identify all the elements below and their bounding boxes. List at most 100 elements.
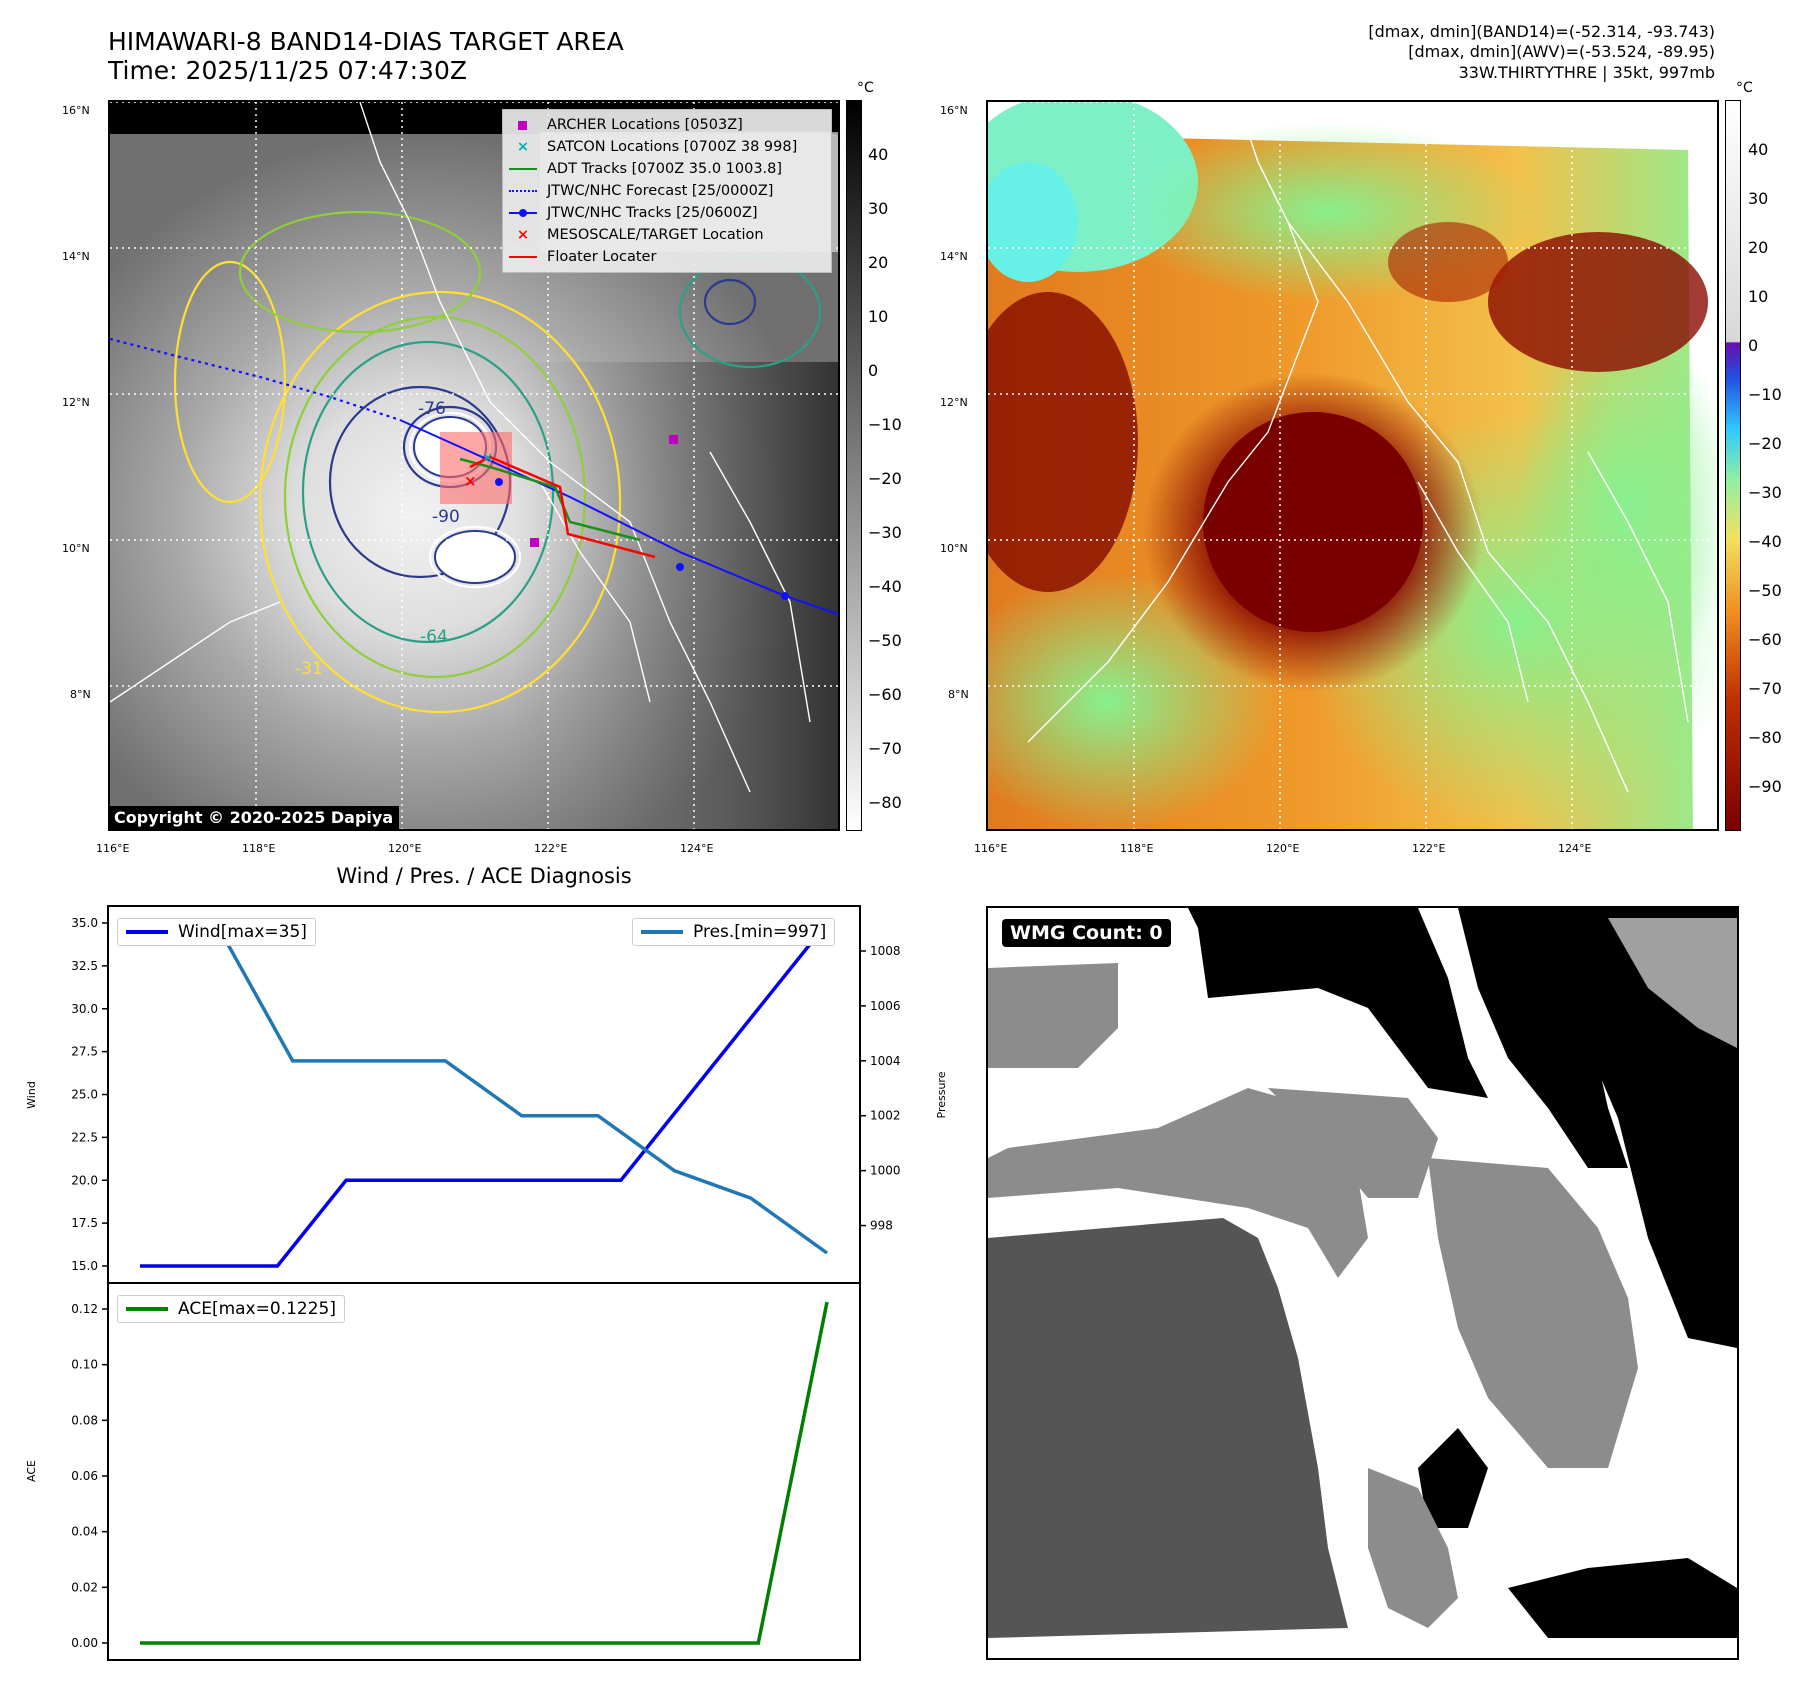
ace-tick-label: 0.04 (71, 1525, 98, 1539)
wind-legend-label: Wind[max=35] (178, 922, 307, 942)
legend-adt: ADT Tracks [0700Z 35.0 1003.8] (547, 161, 783, 177)
lon-label: 122°E (1412, 842, 1446, 855)
ace-tick-label: 0.08 (71, 1413, 98, 1427)
colorbar-tick-label: 10 (868, 307, 889, 326)
ace-tick-label: 0.06 (71, 1469, 98, 1483)
colorbar-tick-label: −30 (1748, 483, 1782, 502)
colorbar-tick-label: 30 (1748, 189, 1769, 208)
contour-label: -64 (420, 627, 448, 647)
pressure-tick-label: 1008 (870, 944, 901, 958)
colorbar-tick-label: −80 (868, 793, 902, 812)
lat-label: 12°N (940, 396, 968, 409)
stats-band14: [dmax, dmin](BAND14)=(-52.314, -93.743) (1368, 22, 1715, 41)
wmg-panel (986, 906, 1739, 1660)
lat-label: 16°N (940, 104, 968, 117)
storm-info: 33W.THIRTYTHRE | 35kt, 997mb (1458, 63, 1715, 82)
colorbar-tick-label: 40 (1748, 140, 1769, 159)
lon-label: 116°E (96, 842, 130, 855)
ace-legend-label: ACE[max=0.1225] (178, 1299, 336, 1319)
ace-plot-frame (107, 1282, 861, 1661)
lon-label: 124°E (680, 842, 714, 855)
colorbar-tick-label: −10 (868, 415, 902, 434)
legend-mesoscale: MESOSCALE/TARGET Location (547, 227, 764, 243)
ir-colorbar (846, 100, 862, 831)
wind-tick-label: 35.0 (71, 916, 98, 930)
colorbar-tick-label: −80 (1748, 728, 1782, 747)
pressure-tick-label: 1004 (870, 1054, 901, 1068)
wind-tick-label: 25.0 (71, 1088, 98, 1102)
jtwc-track (399, 419, 838, 615)
wind-tick-label: 27.5 (71, 1045, 98, 1059)
colorbar-tick-label: 40 (868, 145, 889, 164)
pressure-legend-label: Pres.[min=997] (693, 922, 827, 942)
colorbar-tick-label: 0 (868, 361, 879, 380)
lat-label: 12°N (62, 396, 90, 409)
contour-label: -31 (295, 659, 323, 679)
wind-tick-label: 30.0 (71, 1002, 98, 1016)
colorbar-tick-label: −10 (1748, 385, 1782, 404)
lon-label: 120°E (388, 842, 422, 855)
colorbar-tick-label: 30 (868, 199, 889, 218)
diagnosis-title: Wind / Pres. / ACE Diagnosis (336, 864, 632, 888)
lat-label: 8°N (70, 688, 91, 701)
colorbar-tick-label: −60 (1748, 630, 1782, 649)
ace-tick-label: 0.10 (71, 1358, 98, 1372)
figure-time: Time: 2025/11/25 07:47:30Z (108, 56, 467, 85)
stats-awv: [dmax, dmin](AWV)=(-53.524, -89.95) (1408, 42, 1715, 61)
awv-colorbar (1725, 100, 1741, 831)
colorbar-tick-label: −90 (1748, 777, 1782, 796)
contour-label: -76 (418, 399, 446, 419)
lat-label: 14°N (62, 250, 90, 263)
colorbar-tick-label: −70 (1748, 679, 1782, 698)
lon-label: 118°E (242, 842, 276, 855)
wind-line (140, 921, 829, 1268)
floater-track (469, 455, 656, 559)
lon-label: 116°E (974, 842, 1008, 855)
wmg-image (988, 908, 1737, 1638)
legend-satcon: SATCON Locations [0700Z 38 998] (547, 139, 798, 155)
lat-label: 14°N (940, 250, 968, 263)
colorbar-tick-label: −20 (1748, 434, 1782, 453)
wind-tick-label: 32.5 (71, 959, 98, 973)
ir-colorbar-unit: °C (857, 80, 874, 96)
satcon-marker: × (482, 450, 494, 466)
pressure-tick-label: 1002 (870, 1109, 901, 1123)
lat-label: 10°N (940, 542, 968, 555)
diagnosis-chart: 35.0 32.5 30.0 27.5 25.0 22.5 20.0 17.5 15.0 1008… (25, 905, 948, 1661)
legend-jtwc-tracks: JTWC/NHC Tracks [25/0600Z] (547, 205, 758, 221)
legend-jtwc-forecast: JTWC/NHC Forecast [25/0000Z] (547, 183, 774, 199)
copyright: Copyright © 2020-2025 Dapiya (108, 806, 400, 829)
wind-plot-frame (107, 905, 861, 1284)
colorbar-tick-label: −20 (868, 469, 902, 488)
lon-label: 124°E (1558, 842, 1592, 855)
lon-label: 122°E (534, 842, 568, 855)
archer-marker (669, 435, 678, 444)
wind-legend: Wind[max=35] (117, 918, 316, 946)
colorbar-tick-label: −40 (1748, 532, 1782, 551)
pressure-tick-label: 1000 (870, 1164, 901, 1178)
ace-legend: ACE[max=0.1225] (117, 1295, 345, 1323)
colorbar-tick-label: 0 (1748, 336, 1759, 355)
ace-line (140, 1301, 829, 1645)
wind-tick-label: 22.5 (71, 1130, 98, 1144)
wind-tick-label: 17.5 (71, 1216, 98, 1230)
lat-label: 10°N (62, 542, 90, 555)
pressure-legend: Pres.[min=997] (632, 918, 836, 946)
archer-marker-2 (530, 538, 539, 547)
lon-label: 120°E (1266, 842, 1300, 855)
lon-label: 118°E (1120, 842, 1154, 855)
figure-title: HIMAWARI-8 BAND14-DIAS TARGET AREA (108, 27, 624, 56)
wind-tick-label: 20.0 (71, 1173, 98, 1187)
colorbar-tick-label: −50 (868, 631, 902, 650)
jtwc-forecast-track (110, 337, 401, 422)
pressure-axis-label: Pressure (935, 1071, 948, 1118)
awv-map-image (988, 102, 1717, 829)
pressure-line (140, 921, 829, 1255)
colorbar-tick-label: 20 (868, 253, 889, 272)
ace-tick-label: 0.00 (71, 1636, 98, 1650)
wind-axis-label: Wind (25, 1081, 38, 1109)
wind-tick-label: 15.0 (71, 1259, 98, 1273)
lat-label: 8°N (948, 688, 969, 701)
colorbar-tick-label: −50 (1748, 581, 1782, 600)
colorbar-tick-label: −40 (868, 577, 902, 596)
